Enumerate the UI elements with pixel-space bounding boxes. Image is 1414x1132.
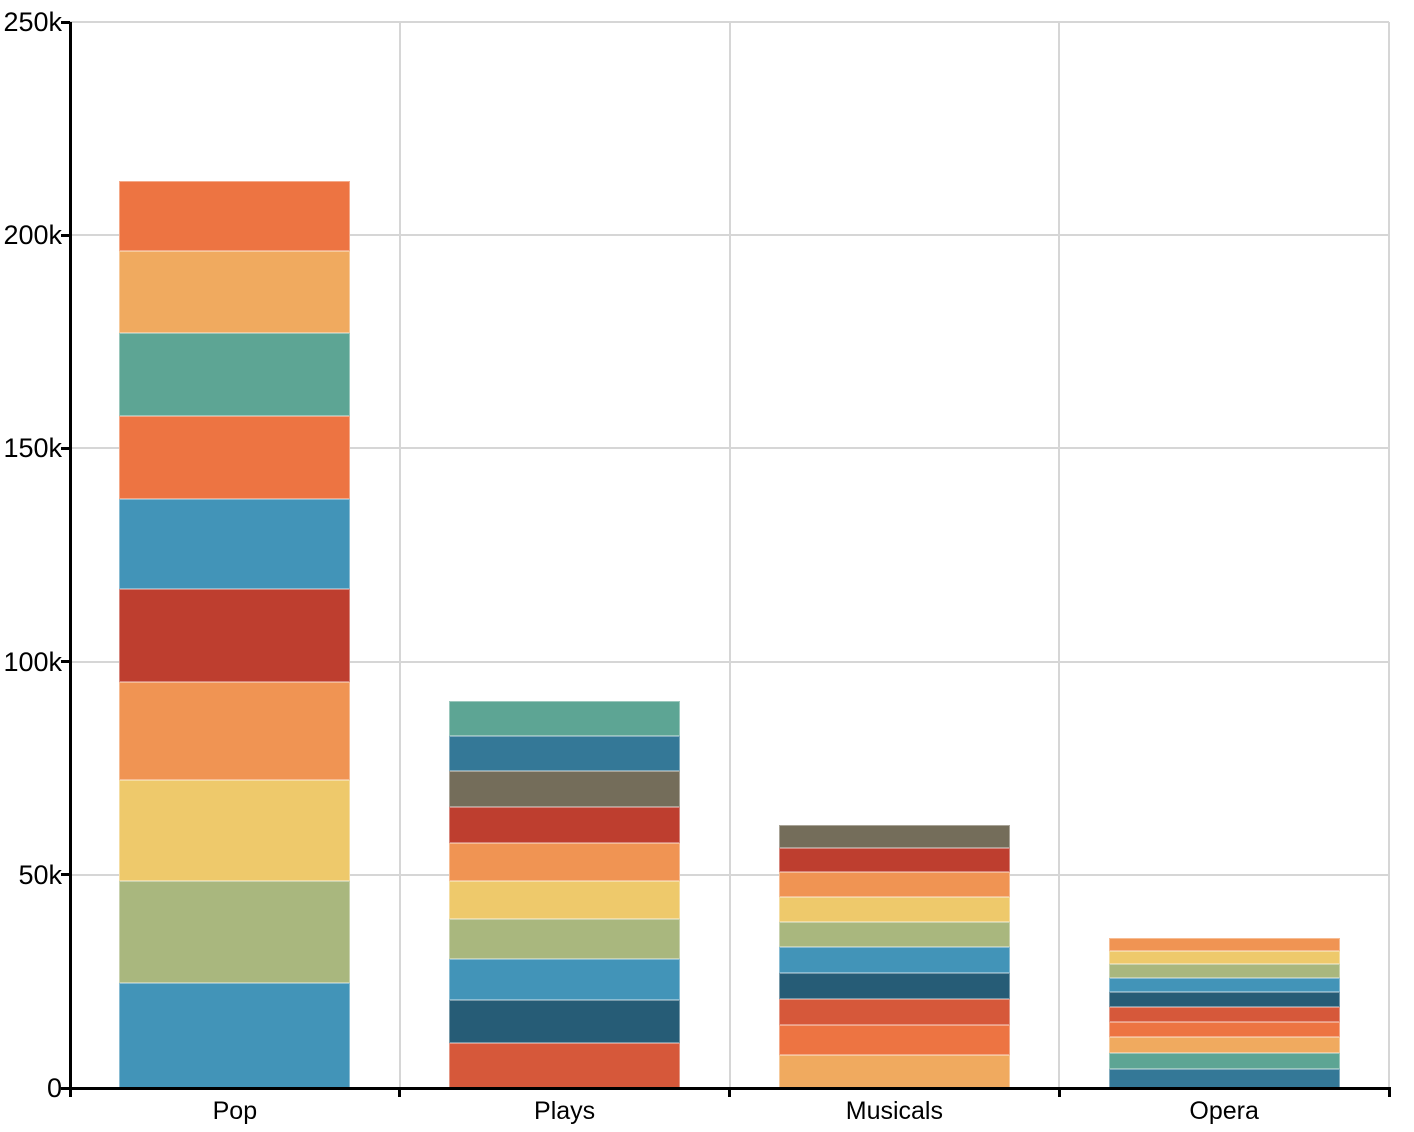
plays-bar-segment-1 (449, 1043, 681, 1088)
y-axis-tick-150k (61, 446, 70, 450)
y-tick-label-50k: 50k (18, 859, 62, 890)
x-axis-tick-4 (1387, 1088, 1391, 1097)
x-tick-label-pop: Pop (212, 1097, 258, 1125)
opera-bar-segment-10 (1108, 937, 1340, 951)
y-axis-line (68, 22, 72, 1097)
y-tick-label-0: 0 (46, 1073, 62, 1103)
pop-bar-segment-2 (119, 881, 351, 984)
opera-bar-segment-4 (1108, 1021, 1340, 1038)
gridline-vertical-3 (1058, 22, 1061, 1088)
plays-bar-segment-3 (449, 959, 681, 1001)
gridline-vertical-4 (1388, 22, 1390, 1088)
pop-bar-segment-7 (119, 415, 351, 500)
opera-bar-segment-6 (1108, 992, 1340, 1007)
y-tick-label-100k: 100k (3, 646, 62, 677)
musicals-bar-segment-2 (778, 1025, 1010, 1056)
opera-bar-segment-7 (1108, 977, 1340, 993)
pop-bar-segment-5 (119, 589, 351, 683)
y-axis-tick-50k (61, 873, 70, 877)
pop-bar-segment-6 (119, 499, 351, 590)
musicals-bar-segment-10 (778, 825, 1010, 849)
opera-bar-segment-8 (1108, 963, 1340, 978)
x-axis-tick-0 (68, 1088, 72, 1097)
musicals-bar-segment-3 (778, 998, 1010, 1026)
musicals-bar-segment-5 (778, 947, 1010, 973)
y-tick-label-250k: 250k (3, 7, 62, 37)
plays-bar-segment-4 (449, 919, 681, 960)
y-tick-label-150k: 150k (3, 433, 62, 464)
y-axis-tick-100k (61, 660, 70, 664)
plays-bar-segment-7 (449, 807, 681, 844)
x-tick-label-musicals: Musicals (845, 1097, 943, 1125)
y-axis-tick-200k (61, 233, 70, 237)
musicals-bar-segment-8 (778, 872, 1010, 897)
pop-bar-segment-1 (119, 983, 351, 1088)
x-axis-tick-2 (728, 1088, 731, 1097)
pop-bar-segment-9 (119, 251, 351, 334)
y-tick-label-200k: 200k (3, 220, 62, 251)
musicals-bar-segment-7 (778, 896, 1010, 923)
opera-bar-segment-9 (1108, 950, 1340, 964)
x-tick-label-plays: Plays (534, 1097, 596, 1125)
pop-bar-segment-8 (119, 333, 351, 416)
opera-bar-segment-2 (1108, 1053, 1340, 1070)
plays-bar-segment-8 (449, 771, 681, 807)
plays-bar-segment-6 (449, 843, 681, 881)
plays-bar-segment-5 (449, 880, 681, 920)
musicals-bar-segment-9 (778, 848, 1010, 873)
x-axis-tick-3 (1057, 1088, 1061, 1097)
plays-bar-segment-10 (449, 700, 681, 736)
musicals-bar-segment-4 (778, 972, 1010, 999)
gridline-vertical-1 (398, 22, 401, 1088)
y-axis-tick-0 (61, 1086, 70, 1090)
plays-bar-segment-9 (449, 735, 681, 772)
opera-bar-segment-5 (1108, 1006, 1340, 1022)
pop-bar-segment-10 (119, 181, 351, 252)
pop-bar-segment-4 (119, 682, 351, 781)
x-tick-label-opera: Opera (1189, 1097, 1259, 1125)
gridline-vertical-2 (728, 22, 731, 1088)
musicals-bar-segment-6 (778, 922, 1010, 948)
y-axis-tick-250k (61, 20, 70, 24)
plays-bar-segment-2 (449, 1000, 681, 1044)
opera-bar-segment-3 (1108, 1037, 1340, 1054)
x-axis-tick-1 (398, 1088, 402, 1097)
opera-bar-segment-1 (1108, 1069, 1340, 1088)
musicals-bar-segment-1 (778, 1055, 1010, 1088)
pop-bar-segment-3 (119, 780, 351, 882)
